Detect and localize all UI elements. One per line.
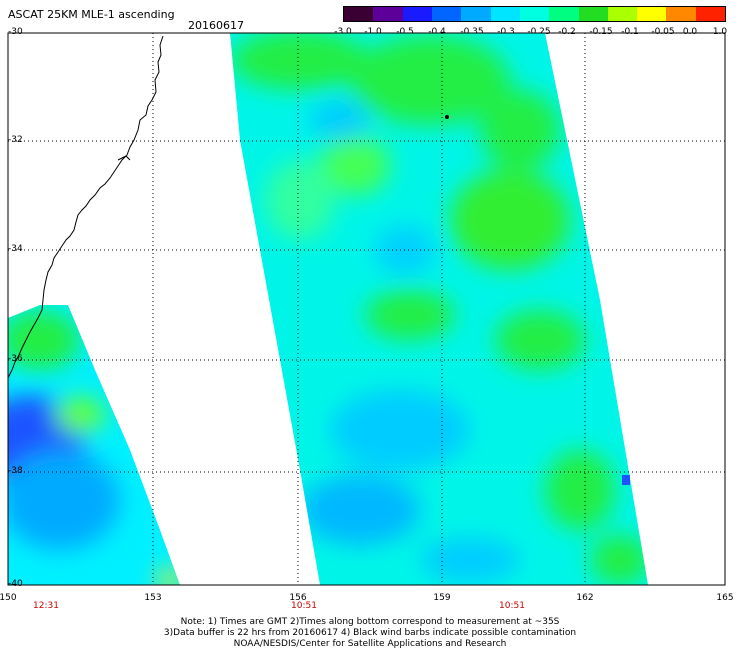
colorbar-swatch bbox=[637, 7, 667, 21]
lon-label: 153 bbox=[144, 593, 162, 603]
colorbar-label: -3.0 bbox=[334, 27, 352, 37]
colorbar-label: -0.25 bbox=[527, 27, 551, 37]
colorbar-label: -0.35 bbox=[460, 27, 484, 37]
colorbar-swatch bbox=[490, 7, 520, 21]
map-frame bbox=[7, 32, 726, 586]
lat-label: -34 bbox=[8, 244, 23, 254]
colorbar-label: -0.2 bbox=[558, 27, 576, 37]
lat-label: -30 bbox=[8, 27, 23, 37]
west-swath bbox=[8, 305, 180, 585]
contamination-mark bbox=[445, 115, 449, 119]
colorbar-label: -1.0 bbox=[364, 27, 382, 37]
colorbar-swatch bbox=[695, 7, 726, 21]
colorbar-swatch bbox=[578, 7, 608, 21]
lon-label: 162 bbox=[576, 593, 594, 603]
colorbar-swatch bbox=[666, 7, 696, 21]
colorbar-label: 1.0 bbox=[712, 27, 728, 37]
lat-label: -40 bbox=[8, 579, 23, 589]
colorbar-label: -0.05 bbox=[651, 27, 675, 37]
colorbar-swatch bbox=[549, 7, 579, 21]
colorbar-label: -0.1 bbox=[621, 27, 639, 37]
pass-time: 10:51 bbox=[499, 601, 525, 611]
colorbar-swatch bbox=[402, 7, 432, 21]
coastline bbox=[7, 35, 164, 379]
colorbar-label: -0.3 bbox=[497, 27, 515, 37]
coastline-detail bbox=[117, 155, 131, 161]
lon-label: 156 bbox=[289, 593, 307, 603]
note-line: Note: 1) Times are GMT 2)Times along bot… bbox=[180, 617, 560, 627]
lat-label: -32 bbox=[8, 135, 23, 145]
pass-time: 12:31 bbox=[33, 601, 59, 611]
pass-time: 10:51 bbox=[291, 601, 317, 611]
colorbar-label: 0.0 bbox=[682, 27, 698, 37]
colorbar-swatch bbox=[373, 7, 403, 21]
colorbar-swatch bbox=[431, 7, 462, 21]
data-pixel bbox=[622, 475, 630, 485]
graticule bbox=[8, 33, 725, 585]
colorbar-swatch bbox=[461, 7, 491, 21]
lon-label: 159 bbox=[433, 593, 451, 603]
colorbar bbox=[343, 6, 726, 22]
note-line: 3)Data buffer is 22 hrs from 20160617 4)… bbox=[163, 628, 577, 638]
colorbar-swatch bbox=[344, 7, 374, 21]
main-swath bbox=[230, 33, 648, 585]
colorbar-label: -0.5 bbox=[396, 27, 414, 37]
product-title: ASCAT 25KM MLE-1 ascending bbox=[8, 8, 175, 21]
lat-label: -36 bbox=[8, 354, 23, 364]
lat-label: -38 bbox=[8, 466, 23, 476]
colorbar-swatch bbox=[519, 7, 550, 21]
lon-label: 150 bbox=[0, 593, 17, 603]
colorbar-label: -0.15 bbox=[589, 27, 613, 37]
note-line: NOAA/NESDIS/Center for Satellite Applica… bbox=[233, 639, 507, 649]
colorbar-swatch bbox=[607, 7, 638, 21]
colorbar-label: -0.4 bbox=[428, 27, 446, 37]
lon-label: 165 bbox=[716, 593, 734, 603]
product-date: 20160617 bbox=[188, 19, 244, 32]
